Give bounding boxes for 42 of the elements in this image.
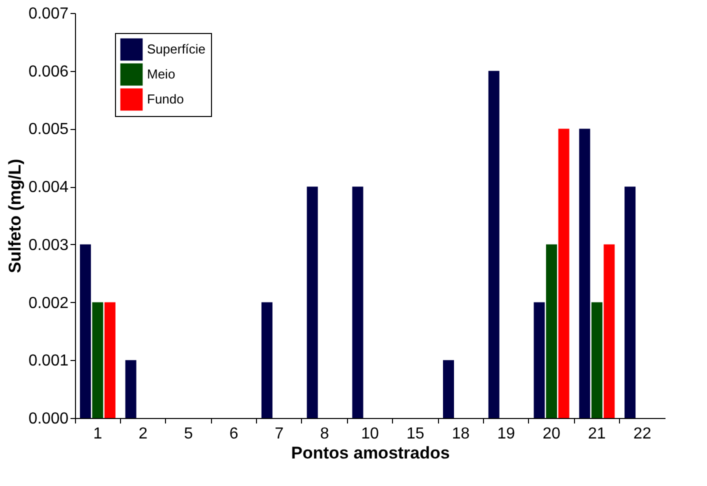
x-tick-label: 1 [93,426,102,442]
legend-label: Meio [147,66,176,82]
y-tick-label: 0.002 [28,294,69,312]
x-tick-label: 2 [138,426,148,442]
x-tick-label: 22 [633,426,652,442]
x-tick-label: 5 [184,426,194,442]
bar [624,186,636,418]
y-axis-title: Sulfeto (mg/L) [5,158,24,274]
bar [125,360,136,418]
x-tick-label: 8 [320,426,330,442]
legend-label: Fundo [147,92,184,106]
legend-label: Superfície [147,42,206,56]
bar [546,244,558,418]
y-tick-label: 0.006 [28,63,69,80]
x-tick-label: 6 [229,426,238,442]
bar [579,128,590,418]
bar [604,244,615,418]
y-tick-label: 0.001 [28,352,69,370]
bar [92,302,104,418]
x-tick-label: 18 [452,426,470,442]
x-tick-label: 19 [497,426,516,442]
bar [443,360,454,418]
y-tick-label: 0.004 [28,179,69,196]
bar [488,70,500,418]
x-tick-label: 15 [406,426,424,442]
bar [306,186,318,418]
y-tick-label: 0.003 [28,236,69,254]
x-axis-title: Pontos amostrados [291,444,450,462]
bar [261,302,272,418]
bar [534,302,545,418]
bar [591,302,602,418]
y-tick-label: 0.005 [28,121,69,138]
y-tick-label: 0.007 [28,6,69,22]
x-tick-label: 10 [361,426,379,442]
bar [104,302,116,418]
y-tick-label: 0.000 [28,410,69,428]
bar [80,244,91,418]
x-tick-label: 21 [588,426,606,442]
bar [352,186,364,418]
bar [558,128,570,418]
x-tick-label: 7 [274,426,284,442]
x-tick-label: 20 [542,426,561,442]
